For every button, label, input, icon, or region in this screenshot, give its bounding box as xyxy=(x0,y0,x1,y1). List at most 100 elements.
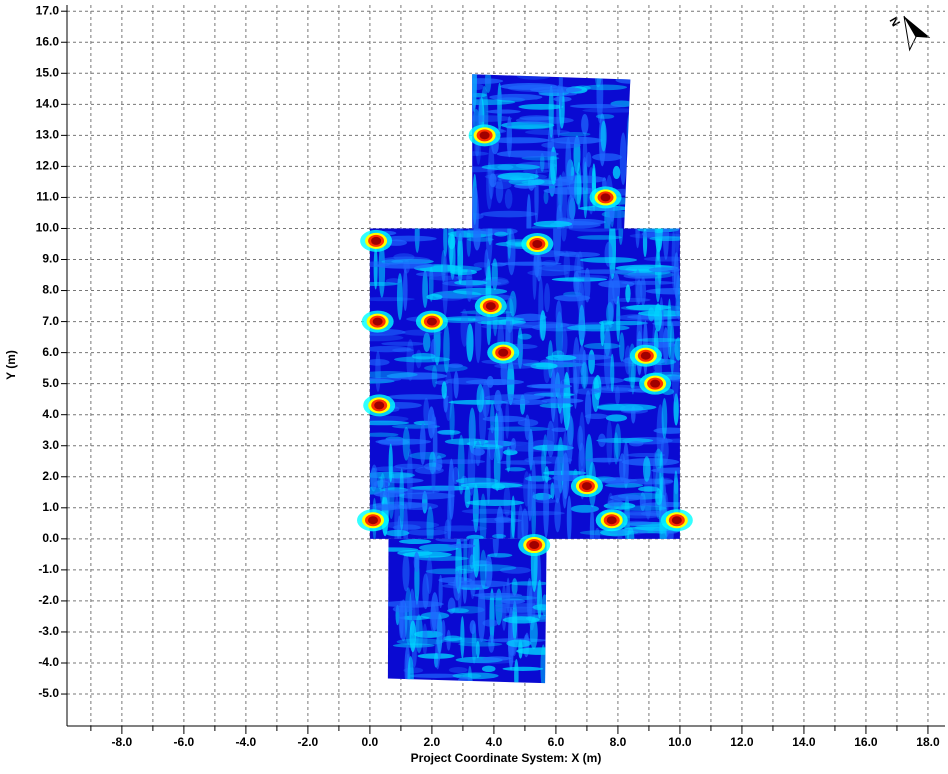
texture-streak xyxy=(526,577,533,622)
texture-streak xyxy=(615,76,631,84)
texture-streak xyxy=(489,173,497,188)
anomaly-center xyxy=(640,351,651,360)
texture-streak xyxy=(394,494,400,539)
texture-streak xyxy=(474,304,482,364)
texture-streak xyxy=(506,116,513,158)
texture-streak xyxy=(501,584,507,631)
texture-streak xyxy=(556,177,561,229)
texture-streak xyxy=(435,380,449,385)
texture-streak xyxy=(529,86,583,93)
texture-streak xyxy=(543,189,549,205)
texture-streak xyxy=(517,504,524,539)
texture-streak xyxy=(441,381,447,399)
y-tick-label: -2.0 xyxy=(38,593,59,607)
texture-streak xyxy=(605,320,648,326)
y-tick-label: -5.0 xyxy=(38,686,59,700)
texture-streak xyxy=(422,270,428,309)
texture-streak xyxy=(537,579,543,619)
texture-streak xyxy=(626,113,631,166)
y-tick-label: 8.0 xyxy=(42,283,59,297)
texture-streak xyxy=(475,641,480,659)
y-tick-label: 13.0 xyxy=(36,128,60,142)
texture-streak xyxy=(449,400,455,441)
texture-streak xyxy=(444,519,451,539)
texture-streak xyxy=(492,534,507,539)
texture-streak xyxy=(546,420,555,458)
texture-streak xyxy=(448,543,476,549)
texture-streak xyxy=(615,505,667,511)
texture-streak xyxy=(561,228,567,242)
texture-streak xyxy=(374,504,398,511)
y-tick-label: 12.0 xyxy=(36,159,60,173)
texture-streak xyxy=(505,125,551,130)
texture-streak xyxy=(494,363,537,369)
texture-streak xyxy=(502,616,540,624)
texture-streak xyxy=(394,356,451,363)
texture-streak xyxy=(627,527,635,539)
texture-streak xyxy=(607,499,624,507)
texture-streak xyxy=(496,150,559,158)
texture-streak xyxy=(566,495,572,539)
texture-streak xyxy=(581,114,589,135)
x-tick-label: 16.0 xyxy=(854,735,878,749)
texture-streak xyxy=(487,553,513,558)
texture-streak xyxy=(512,399,530,405)
texture-streak xyxy=(527,428,534,468)
x-axis-title: Project Coordinate System: X (m) xyxy=(411,751,602,765)
texture-streak xyxy=(481,380,490,418)
texture-streak xyxy=(369,297,415,302)
texture-streak xyxy=(588,349,595,375)
texture-streak xyxy=(435,538,470,542)
texture-streak xyxy=(456,228,464,242)
anomaly xyxy=(570,475,603,498)
texture-streak xyxy=(606,419,613,465)
texture-streak xyxy=(414,228,420,253)
texture-streak xyxy=(514,658,519,684)
texture-streak xyxy=(394,463,425,470)
texture-streak xyxy=(657,438,680,443)
texture-streak xyxy=(369,371,418,379)
texture-streak xyxy=(470,580,476,596)
texture-streak xyxy=(473,262,490,268)
texture-streak xyxy=(463,538,468,588)
anomaly xyxy=(474,295,507,318)
texture-streak xyxy=(398,600,404,639)
texture-streak xyxy=(466,323,474,362)
texture-streak xyxy=(396,272,403,321)
texture-streak xyxy=(472,74,477,112)
texture-streak xyxy=(414,555,469,561)
anomaly xyxy=(487,341,520,364)
y-tick-label: 6.0 xyxy=(42,345,59,359)
texture-streak xyxy=(472,78,504,84)
anomaly-center xyxy=(426,317,437,326)
texture-streak xyxy=(524,414,531,441)
texture-streak xyxy=(597,433,606,447)
texture-streak xyxy=(472,74,477,112)
anomaly xyxy=(518,534,551,557)
texture-streak xyxy=(510,394,545,400)
texture-streak xyxy=(385,529,410,537)
texture-streak xyxy=(515,116,574,125)
texture-streak xyxy=(541,141,582,149)
texture-streak xyxy=(457,232,464,285)
y-tick-label: 14.0 xyxy=(36,96,60,110)
texture-streak xyxy=(489,588,495,644)
texture-streak xyxy=(396,638,444,646)
texture-streak xyxy=(610,353,615,393)
texture-streak xyxy=(479,549,487,589)
texture-streak xyxy=(551,427,568,432)
arrow-half xyxy=(903,15,917,52)
x-tick-label: -6.0 xyxy=(174,735,195,749)
texture-streak xyxy=(626,452,666,458)
texture-streak xyxy=(574,388,600,395)
texture-streak xyxy=(443,228,448,257)
texture-streak xyxy=(432,459,486,465)
texture-streak xyxy=(466,499,525,506)
x-tick-label: 10.0 xyxy=(668,735,692,749)
x-tick-label: 6.0 xyxy=(548,735,565,749)
texture-streak xyxy=(555,300,562,329)
texture-streak xyxy=(453,371,459,399)
texture-streak xyxy=(483,278,510,286)
texture-streak xyxy=(416,271,446,277)
texture-streak xyxy=(448,666,468,674)
